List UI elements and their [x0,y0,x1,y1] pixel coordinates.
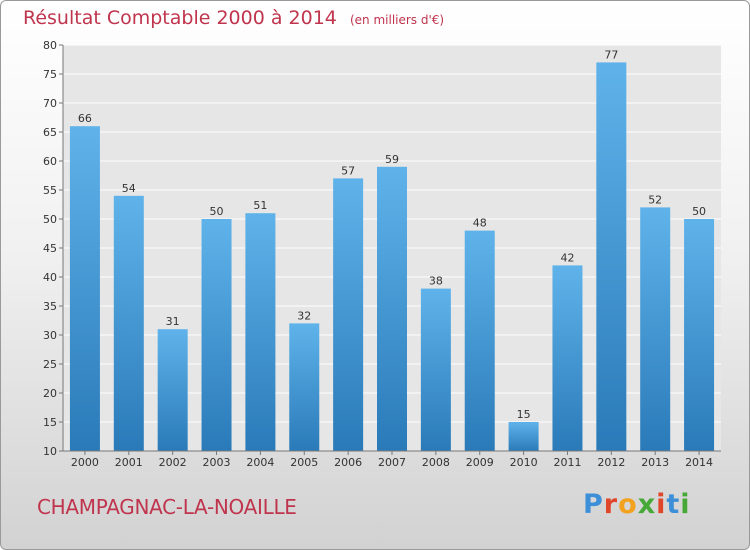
x-tick-label-2007: 2007 [378,456,406,469]
bar-2006 [333,178,364,451]
y-tick-label: 45 [43,242,57,255]
x-tick-label-2002: 2002 [159,456,187,469]
bar-2004 [245,213,276,451]
bar-2014 [684,219,715,451]
x-tick-label-2004: 2004 [246,456,274,469]
y-tick-label: 30 [43,329,57,342]
x-tick-label-2003: 2003 [203,456,231,469]
y-tick-label: 15 [43,416,57,429]
x-tick-label-2005: 2005 [290,456,318,469]
x-tick-label-2008: 2008 [422,456,450,469]
proxiti-logo: Proxiti [583,489,691,520]
x-tick-label-2009: 2009 [466,456,494,469]
bar-2000 [69,126,100,451]
bar-2010 [508,422,539,451]
bar-2013 [640,207,671,451]
data-label-2014: 50 [692,205,706,218]
y-tick-label: 25 [43,358,57,371]
y-tick-label: 55 [43,184,57,197]
x-tick-label-2001: 2001 [115,456,143,469]
data-labels: 66 54 31 50 51 32 57 59 38 48 15 42 77 52 50 [78,48,706,421]
data-label-2012: 77 [604,48,618,61]
x-tick-label-2006: 2006 [334,456,362,469]
bars [69,62,715,452]
data-label-2002: 31 [166,315,180,328]
data-label-2001: 54 [122,182,136,195]
y-tick-label: 50 [43,213,57,226]
y-tick-label: 60 [43,155,57,168]
bar-2007 [377,166,407,452]
chart-unit-label: (en milliers d'€) [349,13,445,27]
y-tick-label: 40 [43,271,57,284]
x-tick-label-2012: 2012 [597,456,625,469]
title-row: Résultat Comptable 2000 à 2014 (en milli… [23,7,444,29]
y-tick-label: 70 [43,97,57,110]
data-label-2004: 51 [253,199,267,212]
bar-2012 [596,62,627,452]
x-tick-label-2010: 2010 [510,456,538,469]
bar-2008 [420,288,451,451]
data-label-2011: 42 [560,251,574,264]
y-axis: 10 15 20 25 30 35 40 45 50 55 60 65 70 75 80 [43,39,64,458]
data-label-2010: 15 [517,408,531,421]
x-tick-label-2000: 2000 [71,456,99,469]
y-tick-label: 20 [43,387,57,400]
bar-2005 [289,323,320,451]
y-tick-label: 65 [43,126,57,139]
x-axis: 2000 2001 2002 2003 2004 2005 2006 2007 2008 2009… [63,450,721,469]
data-label-2005: 32 [297,309,311,322]
commune-name: CHAMPAGNAC-LA-NOAILLE [37,495,297,519]
chart-title: Résultat Comptable 2000 à 2014 [23,7,337,29]
data-label-2007: 59 [385,153,399,166]
data-label-2000: 66 [78,112,92,125]
data-label-2009: 48 [473,217,487,230]
bar-2003 [201,219,232,451]
data-label-2006: 57 [341,164,355,177]
bar-2002 [157,329,188,451]
data-label-2013: 52 [648,193,662,206]
x-tick-label-2013: 2013 [641,456,669,469]
x-tick-label-2011: 2011 [553,456,581,469]
x-tick-label-2014: 2014 [685,456,713,469]
bar-2011 [552,265,583,451]
y-tick-label: 75 [43,68,57,81]
y-tick-label: 35 [43,300,57,313]
y-tick-label: 80 [43,39,57,52]
data-label-2003: 50 [210,205,224,218]
bar-2009 [464,230,495,451]
y-tick-label: 10 [43,445,57,458]
bar-2001 [113,195,144,451]
data-label-2008: 38 [429,275,443,288]
